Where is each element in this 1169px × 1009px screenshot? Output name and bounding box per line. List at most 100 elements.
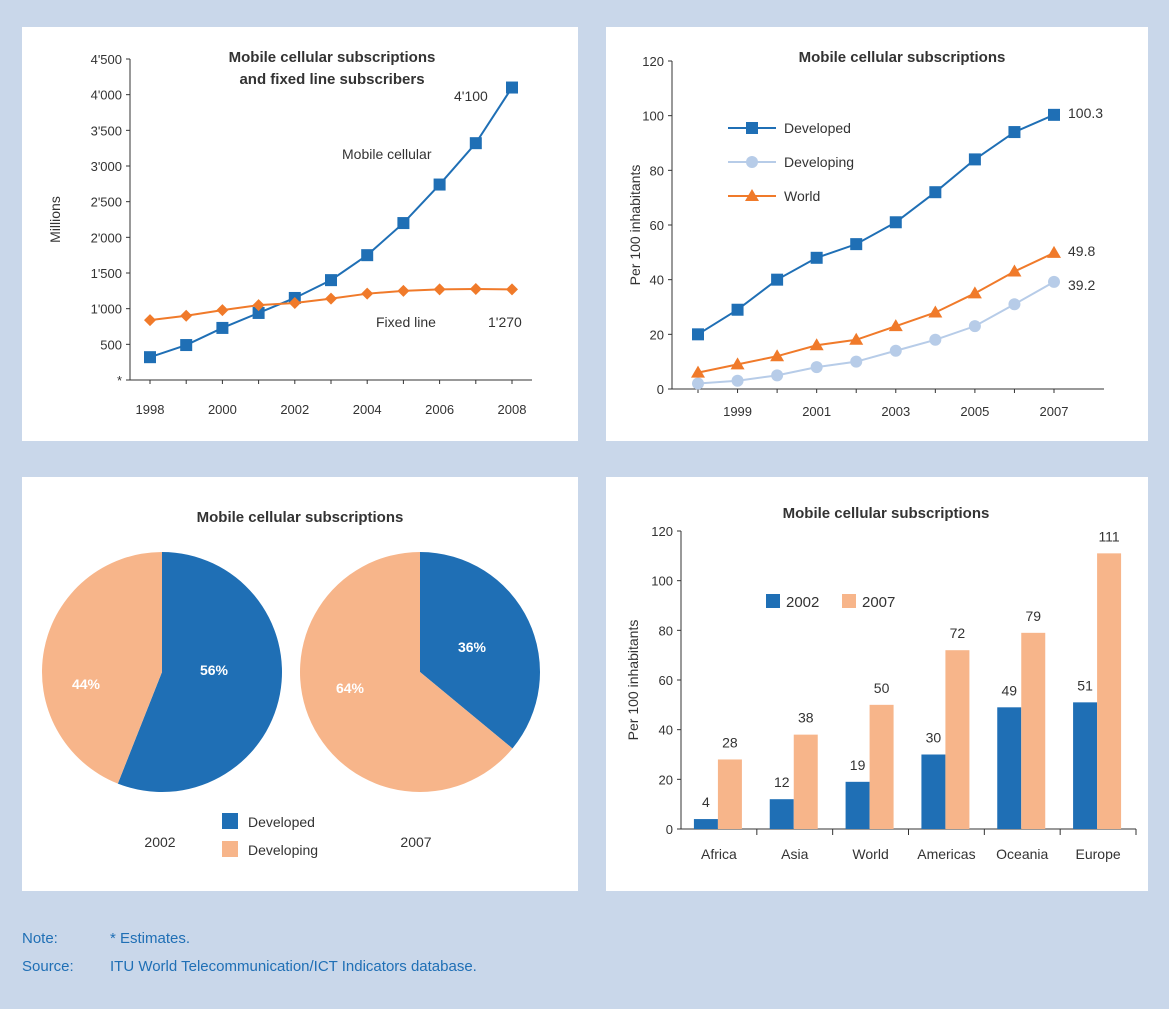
chart-panel-pies: Mobile cellular subscriptions 56% 44% 2002 3… — [22, 477, 578, 891]
source-text: ITU World Telecommunication/ICT Indicato… — [110, 958, 477, 975]
developed-point — [889, 216, 902, 229]
world-point — [967, 286, 982, 299]
pie-2002-label-developing: 44% — [72, 676, 101, 692]
y-tick-label: * — [117, 373, 122, 388]
bar-value-oceania-2007: 79 — [1025, 608, 1041, 624]
x-tick-label: 2005 — [960, 404, 989, 419]
x-tick-label: 2008 — [498, 402, 527, 417]
share-pie-charts: Mobile cellular subscriptions 56% 44% 2002 3… — [41, 509, 540, 858]
fixed-point — [361, 287, 374, 300]
mobile-point — [469, 137, 482, 150]
developing-point — [1048, 275, 1060, 288]
developing-point — [731, 374, 744, 387]
pie-2002-slice-developed — [117, 552, 283, 792]
bar-value-europe-2007: 111 — [1098, 528, 1119, 544]
mobile-point — [506, 81, 518, 94]
category-label: Oceania — [996, 846, 1048, 862]
mobile-point — [361, 249, 374, 262]
x-tick-label: 2004 — [353, 402, 382, 417]
bar-asia-2007 — [793, 734, 818, 829]
developed-series-line — [697, 113, 1055, 336]
chart-title: Mobile cellular subscriptions — [229, 49, 436, 66]
bar-value-americas-2007: 72 — [950, 625, 966, 641]
x-tick-label: 2007 — [1040, 404, 1069, 419]
mobile-series-line — [149, 86, 513, 359]
y-tick-label: 20 — [650, 327, 664, 342]
developing-point — [810, 361, 823, 374]
y-tick-label: 4'500 — [91, 52, 122, 67]
mobile-point — [216, 321, 229, 334]
y-tick-label: 120 — [642, 54, 664, 69]
pie-2007-slice-developed — [420, 552, 540, 749]
bar-value-oceania-2002: 49 — [1001, 682, 1017, 698]
world-end-label: 49.8 — [1068, 243, 1095, 259]
y-tick-label: 4'000 — [91, 88, 122, 103]
world-point — [888, 319, 903, 332]
developed-point — [731, 303, 744, 316]
bar-value-asia-2002: 12 — [774, 774, 790, 790]
bar-asia-2002 — [769, 799, 794, 829]
pie-2002-label-developed: 56% — [200, 662, 229, 678]
world-point — [1047, 245, 1061, 258]
legend-marker-developing — [746, 156, 758, 168]
mobile-point — [397, 217, 410, 230]
pie-year-label: 2007 — [400, 834, 431, 850]
developed-point — [1048, 108, 1060, 121]
y-tick-label: 40 — [650, 273, 664, 288]
pie-2007-slice-developing — [299, 552, 513, 792]
developed-point — [968, 153, 981, 166]
bar-africa-2007 — [717, 759, 742, 829]
fixed-point — [144, 314, 156, 327]
note-line: Note: * Estimates. — [22, 930, 190, 947]
pie-year-label: 2002 — [144, 834, 175, 850]
x-tick-label: 2001 — [802, 404, 831, 419]
bar-value-europe-2002: 51 — [1077, 677, 1093, 693]
bar-value-africa-2007: 28 — [722, 734, 738, 750]
bar-americas-2002 — [921, 754, 946, 829]
y-tick-label: 3'000 — [91, 159, 122, 174]
bar-europe-2007 — [1097, 553, 1122, 829]
fixed-point — [288, 296, 301, 309]
y-tick-label: 0 — [666, 822, 673, 837]
y-tick-label: 40 — [659, 723, 673, 738]
y-tick-label: 120 — [651, 524, 673, 539]
y-axis-label: Per 100 inhabitants — [625, 620, 641, 741]
fixed-point — [325, 292, 337, 305]
developed-point — [929, 186, 942, 199]
legend-label-2002: 2002 — [786, 594, 819, 611]
bar-americas-2007 — [945, 650, 970, 829]
legend-swatch-2007 — [842, 594, 856, 608]
fixed-point — [433, 283, 446, 296]
world-point — [691, 365, 705, 378]
legend-label-developing: Developing — [784, 154, 854, 170]
y-axis-label: Per 100 inhabitants — [627, 165, 643, 286]
pie-2002-slice-developing — [41, 552, 162, 784]
y-axis-label: Millions — [47, 196, 63, 243]
bar-value-asia-2007: 38 — [798, 710, 814, 726]
category-label: Asia — [781, 846, 808, 862]
legend-label-developed: Developed — [784, 120, 851, 136]
developing-point — [850, 355, 863, 368]
developed-end-label: 100.3 — [1068, 105, 1103, 121]
note-text: * Estimates. — [110, 930, 191, 947]
series-label-fixed: Fixed line — [376, 314, 436, 330]
chart-panel-regions: Mobile cellular subscriptions Per 100 inh… — [606, 477, 1148, 891]
y-tick-label: 500 — [100, 337, 122, 352]
chart-title: Mobile cellular subscriptions — [197, 509, 404, 526]
legend-marker-world — [745, 189, 759, 201]
y-tick-label: 1'500 — [91, 266, 122, 281]
y-tick-label: 60 — [650, 218, 664, 233]
legend-label-developed: Developed — [248, 814, 315, 830]
developed-point — [850, 238, 863, 251]
legend-swatch-2002 — [766, 594, 780, 608]
bar-africa-2002 — [693, 819, 718, 829]
fixed-point — [469, 283, 482, 296]
mobile-point — [325, 274, 337, 287]
developed-point — [771, 273, 784, 286]
annotation-mobile-end: 4'100 — [454, 88, 488, 104]
y-tick-label: 100 — [642, 109, 664, 124]
developing-point — [968, 320, 981, 333]
developing-point — [929, 333, 942, 346]
developed-point — [1008, 126, 1021, 139]
x-tick-label: 1998 — [136, 402, 165, 417]
